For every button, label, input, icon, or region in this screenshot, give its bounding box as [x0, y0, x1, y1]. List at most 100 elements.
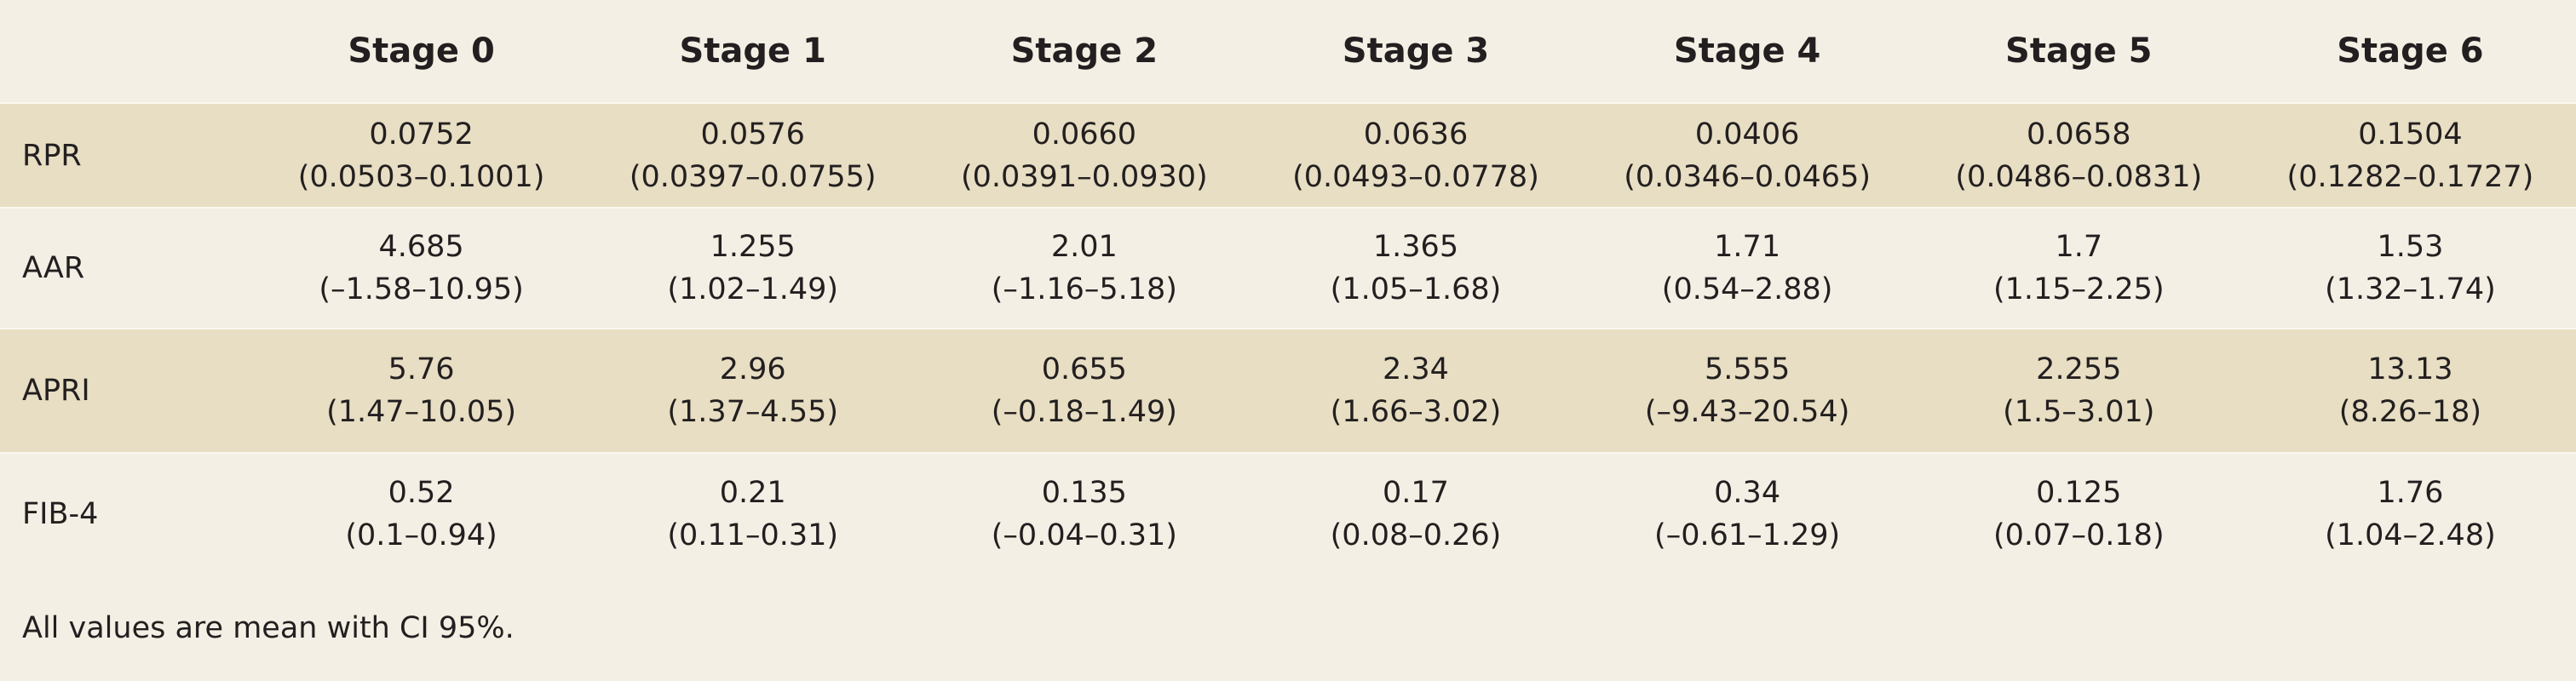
data-table: Stage 0 Stage 1 Stage 2 Stage 3 Stage 4 Stage… [0, 0, 2576, 574]
mean-value: 0.125 [2036, 475, 2122, 510]
table-cell: 0.1504 (0.1282–0.1727) [2245, 103, 2576, 208]
table-cell: 2.96 (1.37–4.55) [587, 329, 918, 453]
mean-value: 0.34 [1714, 475, 1781, 510]
confidence-interval: (0.0346–0.0465) [1624, 159, 1871, 194]
table-cell: 0.0752 (0.0503–0.1001) [256, 103, 587, 208]
table-cell: 0.0658 (0.0486–0.0831) [1913, 103, 2245, 208]
mean-value: 1.365 [1372, 230, 1459, 264]
mean-value: 0.0752 [369, 117, 474, 152]
confidence-interval: (1.02–1.49) [667, 272, 839, 306]
table-row: AAR 4.685 (–1.58–10.95) 1.255 (1.02–1.49) 2.0… [0, 208, 2576, 329]
mean-value: 0.21 [719, 475, 786, 510]
mean-value: 1.7 [2055, 230, 2103, 264]
column-header: Stage 3 [1342, 31, 1490, 71]
column-header: Stage 1 [679, 31, 826, 71]
confidence-interval: (–1.58–10.95) [319, 272, 524, 306]
confidence-interval: (1.5–3.01) [2003, 395, 2155, 429]
mean-value: 2.96 [719, 352, 786, 386]
table-cell: 0.0660 (0.0391–0.0930) [918, 103, 1250, 208]
row-label: RPR [22, 138, 82, 173]
confidence-interval: (1.32–1.74) [2325, 272, 2496, 306]
confidence-interval: (–0.04–0.31) [991, 518, 1177, 552]
table-cell: 1.365 (1.05–1.68) [1250, 208, 1581, 329]
table-cell: 5.555 (–9.43–20.54) [1582, 329, 1913, 453]
confidence-interval: (1.05–1.68) [1330, 272, 1502, 306]
confidence-interval: (1.15–2.25) [1992, 272, 2165, 306]
mean-value: 1.53 [2377, 230, 2444, 264]
table-cell: 1.7 (1.15–2.25) [1913, 208, 2245, 329]
corner-cell [0, 0, 256, 103]
table-cell: 0.135 (–0.04–0.31) [918, 453, 1250, 574]
header-row: Stage 0 Stage 1 Stage 2 Stage 3 Stage 4 Stage… [0, 0, 2576, 103]
confidence-interval: (–0.18–1.49) [991, 395, 1177, 429]
table-note: All values are mean with CI 95%. [22, 611, 515, 645]
table-cell: 0.21 (0.11–0.31) [587, 453, 918, 574]
mean-value: 0.135 [1041, 475, 1127, 510]
confidence-interval: (0.54–2.88) [1661, 272, 1833, 306]
mean-value: 13.13 [2367, 352, 2453, 386]
confidence-interval: (–1.16–5.18) [991, 272, 1177, 306]
mean-value: 0.0576 [700, 117, 805, 152]
table-cell: 1.255 (1.02–1.49) [587, 208, 918, 329]
mean-value: 5.555 [1705, 352, 1791, 386]
confidence-interval: (0.0391–0.0930) [960, 159, 1208, 194]
confidence-interval: (0.0493–0.0778) [1292, 159, 1539, 194]
mean-value: 0.655 [1041, 352, 1127, 386]
column-header: Stage 6 [2337, 31, 2484, 71]
confidence-interval: (0.1282–0.1727) [2286, 159, 2534, 194]
table-cell: 0.0406 (0.0346–0.0465) [1582, 103, 1913, 208]
table-cell: 2.01 (–1.16–5.18) [918, 208, 1250, 329]
confidence-interval: (1.04–2.48) [2325, 518, 2496, 552]
table-cell: 0.0636 (0.0493–0.0778) [1250, 103, 1581, 208]
mean-value: 2.255 [2036, 352, 2122, 386]
table-cell: 0.0576 (0.0397–0.0755) [587, 103, 918, 208]
confidence-interval: (0.0486–0.0831) [1955, 159, 2203, 194]
table-row: APRI 5.76 (1.47–10.05) 2.96 (1.37–4.55) 0.655… [0, 329, 2576, 453]
row-label: APRI [22, 374, 90, 408]
confidence-interval: (1.47–10.05) [326, 395, 517, 429]
column-header: Stage 2 [1010, 31, 1159, 71]
mean-value: 4.685 [378, 230, 464, 264]
table-cell: 0.125 (0.07–0.18) [1913, 453, 2245, 574]
table-cell: 2.34 (1.66–3.02) [1250, 329, 1581, 453]
confidence-interval: (0.08–0.26) [1330, 518, 1502, 552]
mean-value: 0.17 [1383, 475, 1449, 510]
confidence-interval: (0.0503–0.1001) [297, 159, 545, 194]
table-row: RPR 0.0752 (0.0503–0.1001) 0.0576 (0.0397–0.… [0, 103, 2576, 208]
confidence-interval: (–9.43–20.54) [1644, 395, 1850, 429]
column-header: Stage 4 [1673, 31, 1821, 71]
confidence-interval: (0.0397–0.0755) [629, 159, 877, 194]
table-cell: 13.13 (8.26–18) [2245, 329, 2576, 453]
table-cell: 0.52 (0.1–0.94) [256, 453, 587, 574]
confidence-interval: (1.66–3.02) [1330, 395, 1502, 429]
table-cell: 1.71 (0.54–2.88) [1582, 208, 1913, 329]
table-cell: 0.655 (–0.18–1.49) [918, 329, 1250, 453]
column-header: Stage 0 [348, 31, 495, 71]
column-header: Stage 5 [2005, 31, 2153, 71]
mean-value: 0.0406 [1694, 117, 1800, 152]
table-cell: 1.53 (1.32–1.74) [2245, 208, 2576, 329]
confidence-interval: (–0.61–1.29) [1654, 518, 1841, 552]
mean-value: 2.01 [1050, 230, 1118, 264]
row-label: AAR [22, 251, 85, 285]
table-cell: 4.685 (–1.58–10.95) [256, 208, 587, 329]
confidence-interval: (0.07–0.18) [1992, 518, 2165, 552]
confidence-interval: (1.37–4.55) [667, 395, 839, 429]
confidence-interval: (0.11–0.31) [667, 518, 839, 552]
mean-value: 0.1504 [2358, 117, 2463, 152]
table-cell: 1.76 (1.04–2.48) [2245, 453, 2576, 574]
mean-value: 0.0636 [1363, 117, 1469, 152]
confidence-interval: (0.1–0.94) [345, 518, 497, 552]
mean-value: 1.76 [2377, 475, 2444, 510]
mean-value: 1.71 [1714, 230, 1781, 264]
table-cell: 0.17 (0.08–0.26) [1250, 453, 1581, 574]
confidence-interval: (8.26–18) [2338, 395, 2482, 429]
mean-value: 2.34 [1383, 352, 1449, 386]
table-cell: 0.34 (–0.61–1.29) [1582, 453, 1913, 574]
mean-value: 5.76 [388, 352, 455, 386]
mean-value: 0.0658 [2027, 117, 2131, 152]
mean-value: 1.255 [710, 230, 796, 264]
mean-value: 0.0660 [1032, 117, 1137, 152]
table-cell: 2.255 (1.5–3.01) [1913, 329, 2245, 453]
